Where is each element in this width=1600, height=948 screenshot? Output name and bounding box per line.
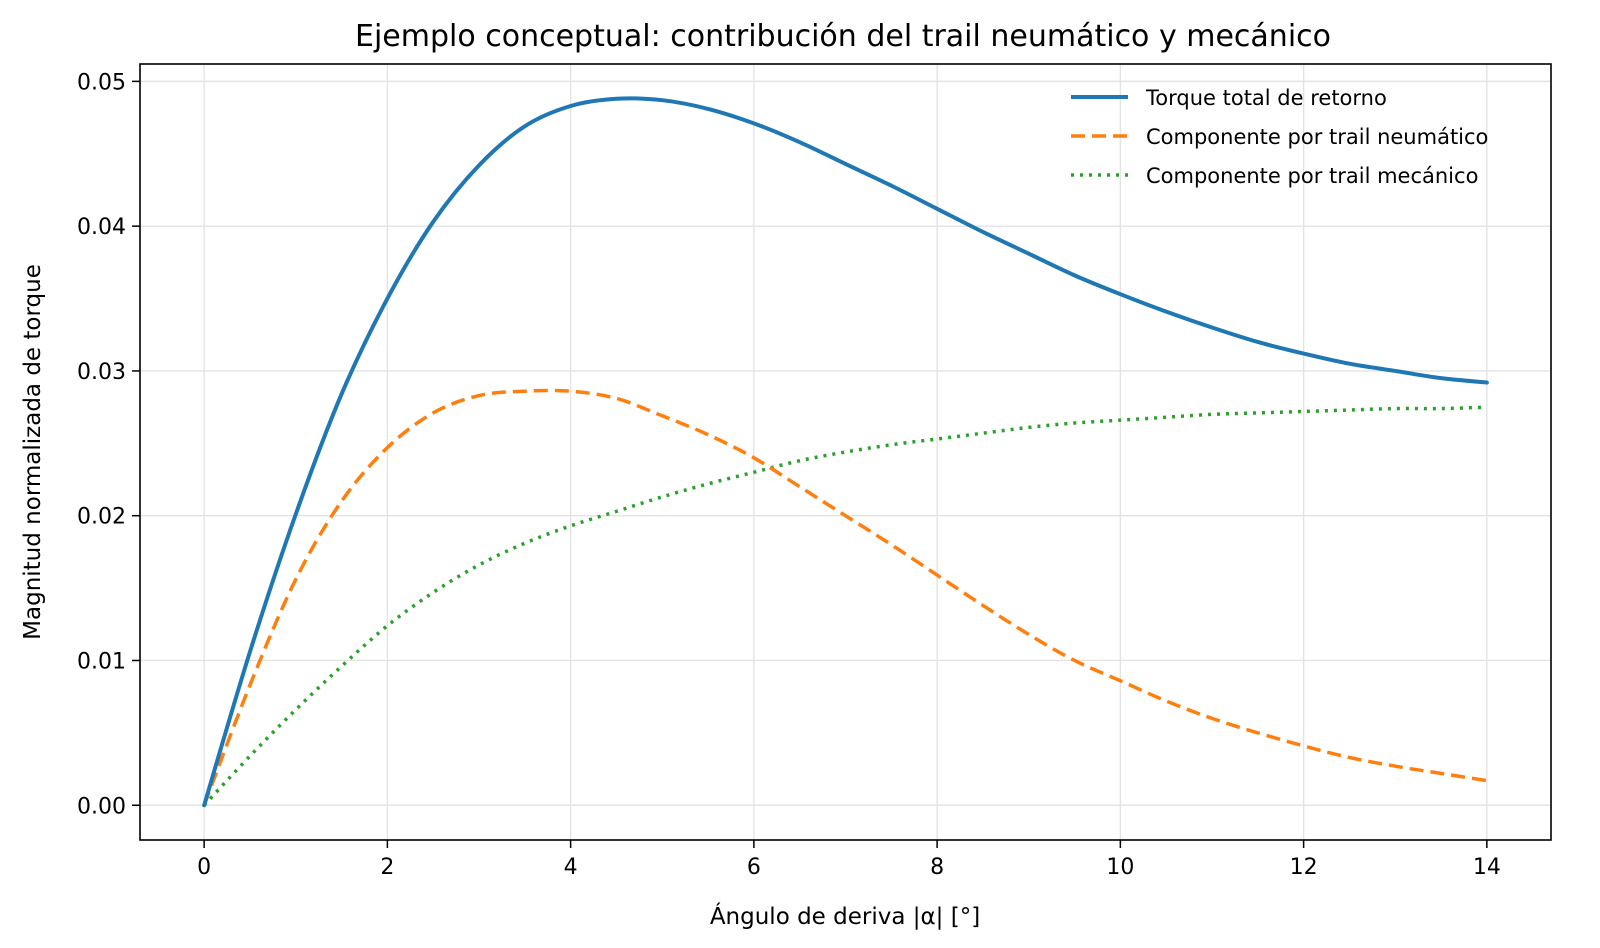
x-tick-label: 2 — [380, 855, 394, 880]
y-axis-title: Magnitud normalizada de torque — [20, 264, 46, 640]
y-axis: 0.00 0.01 0.02 0.03 0.04 0.05 — [77, 70, 140, 819]
y-tick-label: 0.00 — [77, 794, 126, 819]
legend-label: Torque total de retorno — [1145, 86, 1387, 110]
x-tick-label: 14 — [1473, 855, 1501, 880]
x-axis-title: Ángulo de deriva |α| [°] — [710, 902, 980, 930]
chart-title: Ejemplo conceptual: contribución del tra… — [355, 19, 1331, 54]
plot-frame — [139, 63, 1552, 841]
x-tick-label: 0 — [197, 855, 211, 880]
y-tick-label: 0.04 — [77, 215, 126, 240]
series-line-solid — [202, 96, 1489, 808]
y-tick-label: 0.02 — [77, 505, 126, 530]
legend: Torque total de retorno Componente por tr… — [1071, 86, 1488, 188]
y-tick-label: 0.01 — [77, 649, 126, 674]
series-layer — [202, 96, 1489, 808]
legend-label: Componente por trail mecánico — [1146, 164, 1478, 188]
legend-label: Componente por trail neumático — [1146, 125, 1488, 149]
x-tick-label: 6 — [747, 855, 761, 880]
x-tick-label: 8 — [930, 855, 944, 880]
x-axis: 0 2 4 6 8 10 12 14 — [197, 840, 1501, 880]
x-tick-label: 12 — [1290, 855, 1318, 880]
series-line-dashed — [202, 388, 1488, 806]
x-tick-label: 10 — [1106, 855, 1134, 880]
x-tick-label: 4 — [564, 855, 578, 880]
y-tick-label: 0.03 — [77, 360, 126, 385]
y-tick-label: 0.05 — [77, 70, 126, 95]
